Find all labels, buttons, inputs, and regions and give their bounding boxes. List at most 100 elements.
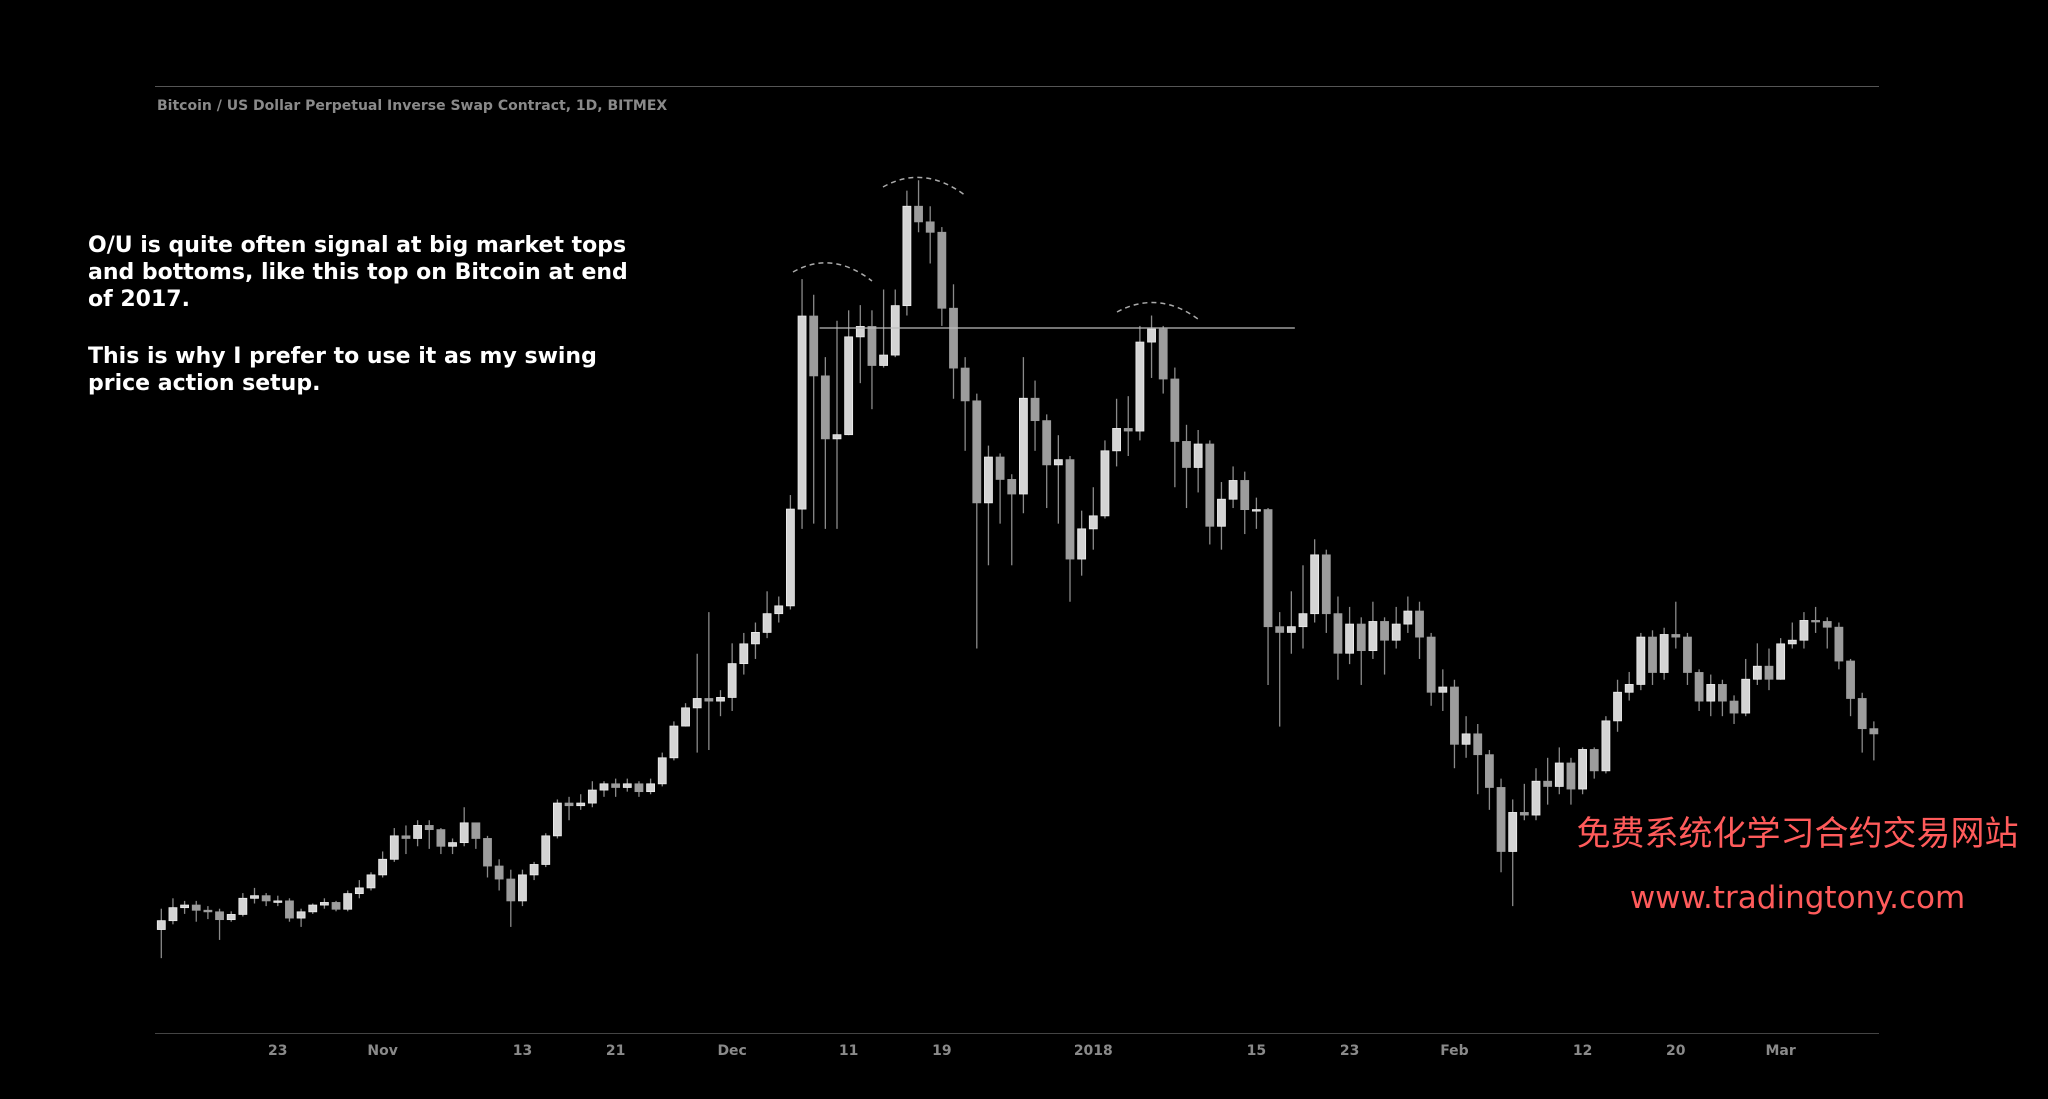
candle-body [1228,480,1238,500]
candle-body [1019,397,1028,495]
x-tick-label: Feb [1440,1043,1469,1059]
candle-body [1193,443,1203,468]
candle-body [855,326,865,338]
annotation-line: O/U is quite often signal at big market … [88,233,627,258]
candle-body [1286,626,1296,633]
candle-body [378,858,388,876]
candle-body [914,205,923,223]
candle-body [1345,623,1354,654]
candle-body [1787,639,1797,645]
candle-body [1368,621,1378,652]
candle-body [1415,610,1424,638]
candle-body [890,305,900,356]
candle-body [727,663,737,698]
candle-body [1543,780,1553,787]
candle-body [634,783,644,793]
candle-body [1566,762,1576,790]
candle-body [1461,733,1471,745]
candle-body [1613,691,1622,722]
annotation-line: and bottoms, like this top on Bitcoin at… [88,260,628,285]
candle-body [1589,749,1599,772]
candle-body [1624,684,1634,693]
candle-body [471,822,481,839]
candle-body [1776,643,1786,680]
candle-body [1671,634,1681,638]
candle-body [1088,515,1098,530]
candle-body [681,707,690,727]
candle-body [1240,480,1250,511]
candle-body [459,822,469,844]
candle-body [1298,613,1308,628]
candle-body [1508,812,1518,852]
candle-body [285,900,294,919]
candle-body [1450,686,1459,745]
candle-body [1822,621,1832,628]
candle-body [1182,441,1191,468]
candle-body [215,911,224,921]
candle-body [1834,626,1844,662]
candle-body [1752,665,1762,680]
candle-body [1846,660,1855,699]
candle-body [343,893,353,910]
candle-body [424,825,434,831]
watermark-title: 免费系统化学习合约交易网站 [1576,814,2019,854]
candle-body [716,697,725,702]
candle-body [156,920,166,930]
candle-body [587,789,597,804]
candle-body [541,835,551,865]
candle-body [844,336,854,436]
candle-body [180,904,190,909]
candle-body [1030,397,1040,422]
candle-body [809,315,819,377]
candle-body [1053,459,1063,466]
candle-body [331,902,341,910]
candle-body [646,783,655,793]
candle-body [483,838,492,867]
candle-body [494,865,504,880]
candle-body [797,315,807,510]
candle-body [902,205,912,307]
candle-body [1263,509,1273,628]
candle-body [1554,762,1564,787]
annotation-line: of 2017. [88,287,190,312]
candle-body [1403,610,1413,625]
candle-body [1683,636,1692,673]
x-tick-label: Nov [367,1043,397,1059]
candle-body [1601,720,1611,772]
candle-body [1042,420,1052,466]
candle-body [1578,749,1587,790]
candle-body [1007,479,1017,495]
candle-body [1321,554,1331,615]
candle-body [1869,728,1879,735]
candle-body [1170,378,1180,442]
candle-body [1718,684,1727,702]
candle-body [1519,812,1529,816]
candle-body [925,221,935,233]
candle-body [1147,328,1156,343]
top-arc [1116,301,1199,320]
candle-body [1729,700,1739,714]
top-arc [792,262,873,282]
candle-body [657,757,667,785]
x-tick-label: 2018 [1074,1043,1113,1059]
candle-body [1275,626,1285,633]
chart-title: Bitcoin / US Dollar Perpetual Inverse Sw… [157,98,667,114]
candle-body [1391,623,1401,641]
candle-body [622,783,632,788]
candle-body [1356,623,1366,652]
x-tick-label: 23 [268,1043,287,1059]
candle-body [1426,636,1436,693]
candle-body [553,802,562,837]
candle-body [1252,509,1261,512]
candle-body [692,698,702,709]
candle-body [436,829,446,847]
candle-body [1648,636,1657,673]
candle-body [261,895,271,902]
candle-body [1485,754,1494,788]
candle-body [995,456,1005,480]
candle-body [319,902,329,906]
candle-body [762,613,772,633]
candle-body [564,802,574,807]
candle-body [1741,678,1751,714]
